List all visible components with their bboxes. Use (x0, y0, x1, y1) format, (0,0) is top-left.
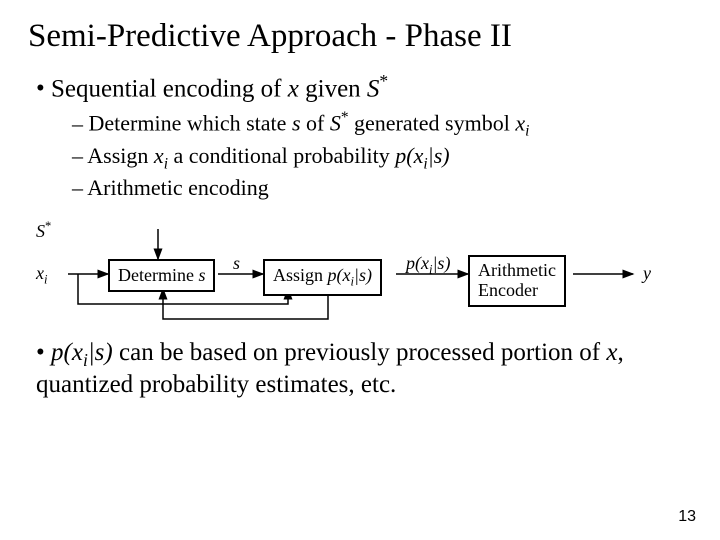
bullet2-c: can be based on previously processed por… (113, 339, 607, 366)
bullet1-S: S (367, 75, 380, 102)
bullet2-p: p(x (51, 339, 83, 366)
box3-line2: Encoder (478, 281, 556, 301)
xi-i: i (44, 273, 48, 287)
box3-line1: Arithmetic (478, 261, 556, 281)
Sstar-S: S (36, 221, 45, 241)
box2-b: |s) (354, 265, 372, 285)
box-arithmetic-encoder: Arithmetic Encoder (468, 255, 566, 307)
box-assign-p: Assign p(xi|s) (263, 259, 382, 296)
subbullet-1: Determine which state s of S* generated … (72, 109, 692, 141)
xi-x: x (36, 263, 44, 283)
pedge-a: p(x (406, 253, 429, 273)
sub1-a: Determine which state (89, 111, 292, 136)
sub1-i: i (525, 123, 529, 140)
diagram: S* xi Determine s s Assign p(xi|s) p(xi|… (28, 219, 688, 329)
edge-label-s: s (233, 253, 240, 274)
box2-a: Assign (273, 265, 328, 285)
slide-title: Semi-Predictive Approach - Phase II (28, 18, 692, 55)
bullet2-x: x (606, 339, 617, 366)
label-y: y (643, 263, 651, 284)
sub1-S: S (330, 111, 341, 136)
sub1-b: of (301, 111, 330, 136)
box1-s: s (198, 265, 205, 285)
sub1-x: x (515, 111, 525, 136)
sub2-p: p(x (395, 143, 423, 168)
bullet-1: Sequential encoding of x given S* (36, 71, 692, 103)
sub1-c: generated symbol (349, 111, 516, 136)
label-Sstar: S* (36, 219, 51, 242)
sub2-c: |s) (428, 143, 450, 168)
bullet1-x: x (288, 75, 299, 102)
subbullet-2: Assign xi a conditional probability p(xi… (72, 143, 692, 173)
box-determine-s: Determine s (108, 259, 215, 292)
bullet1-text-b: given (299, 75, 367, 102)
bullet-2: p(xi|s) can be based on previously proce… (36, 339, 692, 399)
subbullet-3: Arithmetic encoding (72, 175, 692, 201)
bullet2-b: |s) (88, 339, 113, 366)
bullet1-text-a: Sequential encoding of (51, 75, 288, 102)
sub2-a: Assign (87, 143, 154, 168)
sub1-s: s (292, 111, 301, 136)
sub2-b: a conditional probability (168, 143, 395, 168)
edge-label-p: p(xi|s) (406, 253, 450, 278)
sub2-x: x (154, 143, 164, 168)
box1-text: Determine (118, 265, 198, 285)
page-number: 13 (678, 508, 696, 526)
sub1-star: * (341, 109, 349, 126)
label-xi: xi (36, 263, 48, 288)
box2-p: p(x (328, 265, 351, 285)
bullet1-star: * (379, 71, 388, 91)
Sstar-star: * (45, 219, 51, 233)
pedge-b: |s) (432, 253, 450, 273)
